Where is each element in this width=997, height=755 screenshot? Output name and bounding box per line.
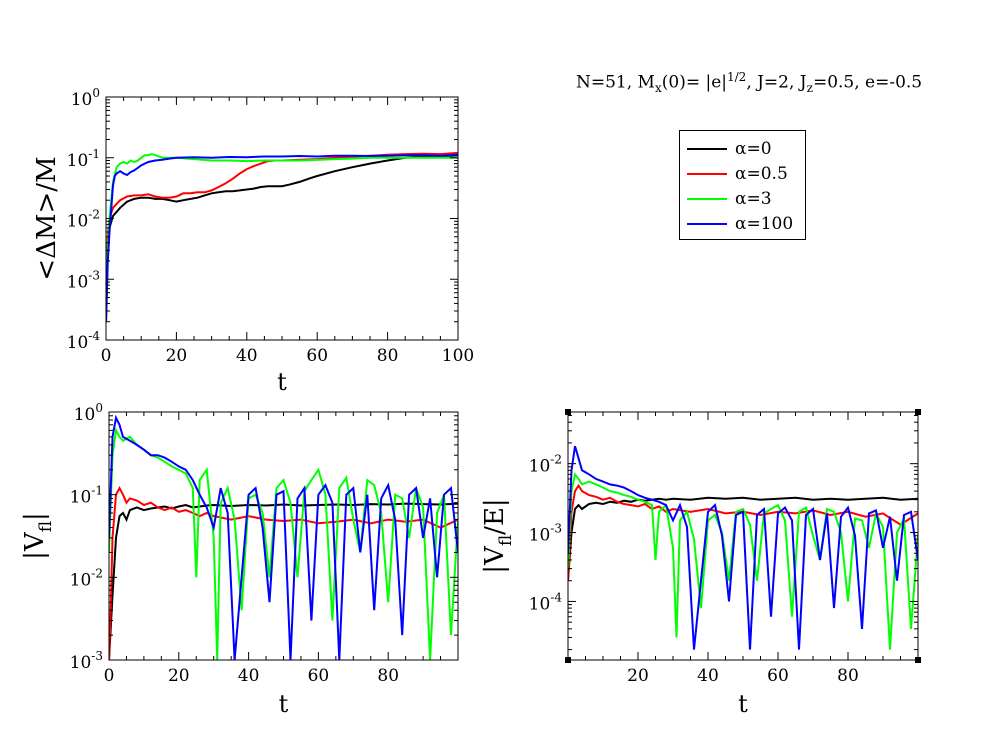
legend-swatch <box>687 223 727 225</box>
series-line <box>106 153 458 322</box>
series-line <box>106 154 458 322</box>
selection-handle <box>565 409 571 415</box>
panel-2: 0 20 40 60 80 100 10-1 10-2 10-3 t |Vfl| <box>20 401 459 718</box>
legend-entry: α=0 <box>680 137 805 161</box>
x-axis-label: t <box>277 368 287 396</box>
panel-1: 0 20 40 60 80 100 100 10-1 10-2 10-3 10-4 t <ΔM>/M <box>32 86 474 396</box>
y-tick-label: 10-3 <box>67 268 100 292</box>
y-tick-label: 100 <box>74 401 103 425</box>
series-line <box>568 445 918 650</box>
series-line <box>109 414 458 660</box>
x-tick-label: 60 <box>306 346 328 366</box>
x-axis-label: t <box>738 690 748 718</box>
y-tick-label: 10-2 <box>70 566 103 590</box>
x-tick-label: 60 <box>767 666 789 686</box>
series-line <box>109 427 458 660</box>
y-axis-label: |Vfl/E| <box>480 498 516 573</box>
x-tick-label: 80 <box>377 346 399 366</box>
x-tick-label: 100 <box>442 346 474 366</box>
y-axis-label: |Vfl| <box>20 512 56 560</box>
y-tick-label: 10-4 <box>67 329 101 353</box>
series-line <box>106 151 458 322</box>
legend-swatch <box>687 148 727 150</box>
legend-swatch <box>687 198 727 200</box>
x-axis-label: t <box>279 690 289 718</box>
x-tick-label: 40 <box>697 666 719 686</box>
series-line <box>568 496 918 581</box>
selection-handle <box>915 657 921 663</box>
legend-entry: α=100 <box>680 212 805 236</box>
x-tick-label: 80 <box>837 666 859 686</box>
y-tick-label: 10-2 <box>529 453 562 477</box>
x-tick-label: 40 <box>236 346 258 366</box>
y-tick-label: 10-1 <box>67 147 100 171</box>
legend-label: α=0 <box>735 139 772 159</box>
series-line <box>109 485 458 660</box>
legend-swatch <box>687 173 727 175</box>
y-tick-label: 10-1 <box>70 484 103 508</box>
x-tick-label: 20 <box>168 666 190 686</box>
series-line <box>568 471 918 650</box>
y-tick-label: 100 <box>71 86 100 110</box>
plot-frame <box>108 411 459 661</box>
x-tick-label: 80 <box>377 666 399 686</box>
x-tick-label: 40 <box>238 666 260 686</box>
legend-entry: α=3 <box>680 187 805 211</box>
legend-label: α=3 <box>735 189 772 209</box>
y-axis-label: <ΔM>/M <box>32 156 62 280</box>
x-tick-label: 20 <box>166 346 188 366</box>
series-line <box>106 153 458 322</box>
legend-label: α=100 <box>735 214 794 234</box>
selection-handle <box>915 409 921 415</box>
legend-label: α=0.5 <box>735 164 788 184</box>
x-tick-label: 20 <box>627 666 649 686</box>
y-tick-label: 10-3 <box>70 649 103 673</box>
legend-entry: α=0.5 <box>680 162 805 186</box>
plot-frame <box>105 96 459 341</box>
x-tick-label: 0 <box>104 666 115 686</box>
x-tick-label: 0 <box>101 346 112 366</box>
legend: α=0 α=0.5 α=3 α=100 <box>679 130 806 240</box>
parameter-annotation: N=51, Mx(0)= |e|1/2, J=2, Jz=0.5, e=-0.5 <box>576 70 923 96</box>
y-tick-label: 10-4 <box>529 590 563 614</box>
y-tick-label: 10-3 <box>529 522 562 546</box>
y-tick-label: 10-2 <box>67 208 100 232</box>
selection-handle <box>565 657 571 663</box>
x-tick-label: 60 <box>308 666 330 686</box>
panel-3: 20 40 60 80 10-2 10-3 10-4 t |Vfl/E| <box>480 409 921 718</box>
